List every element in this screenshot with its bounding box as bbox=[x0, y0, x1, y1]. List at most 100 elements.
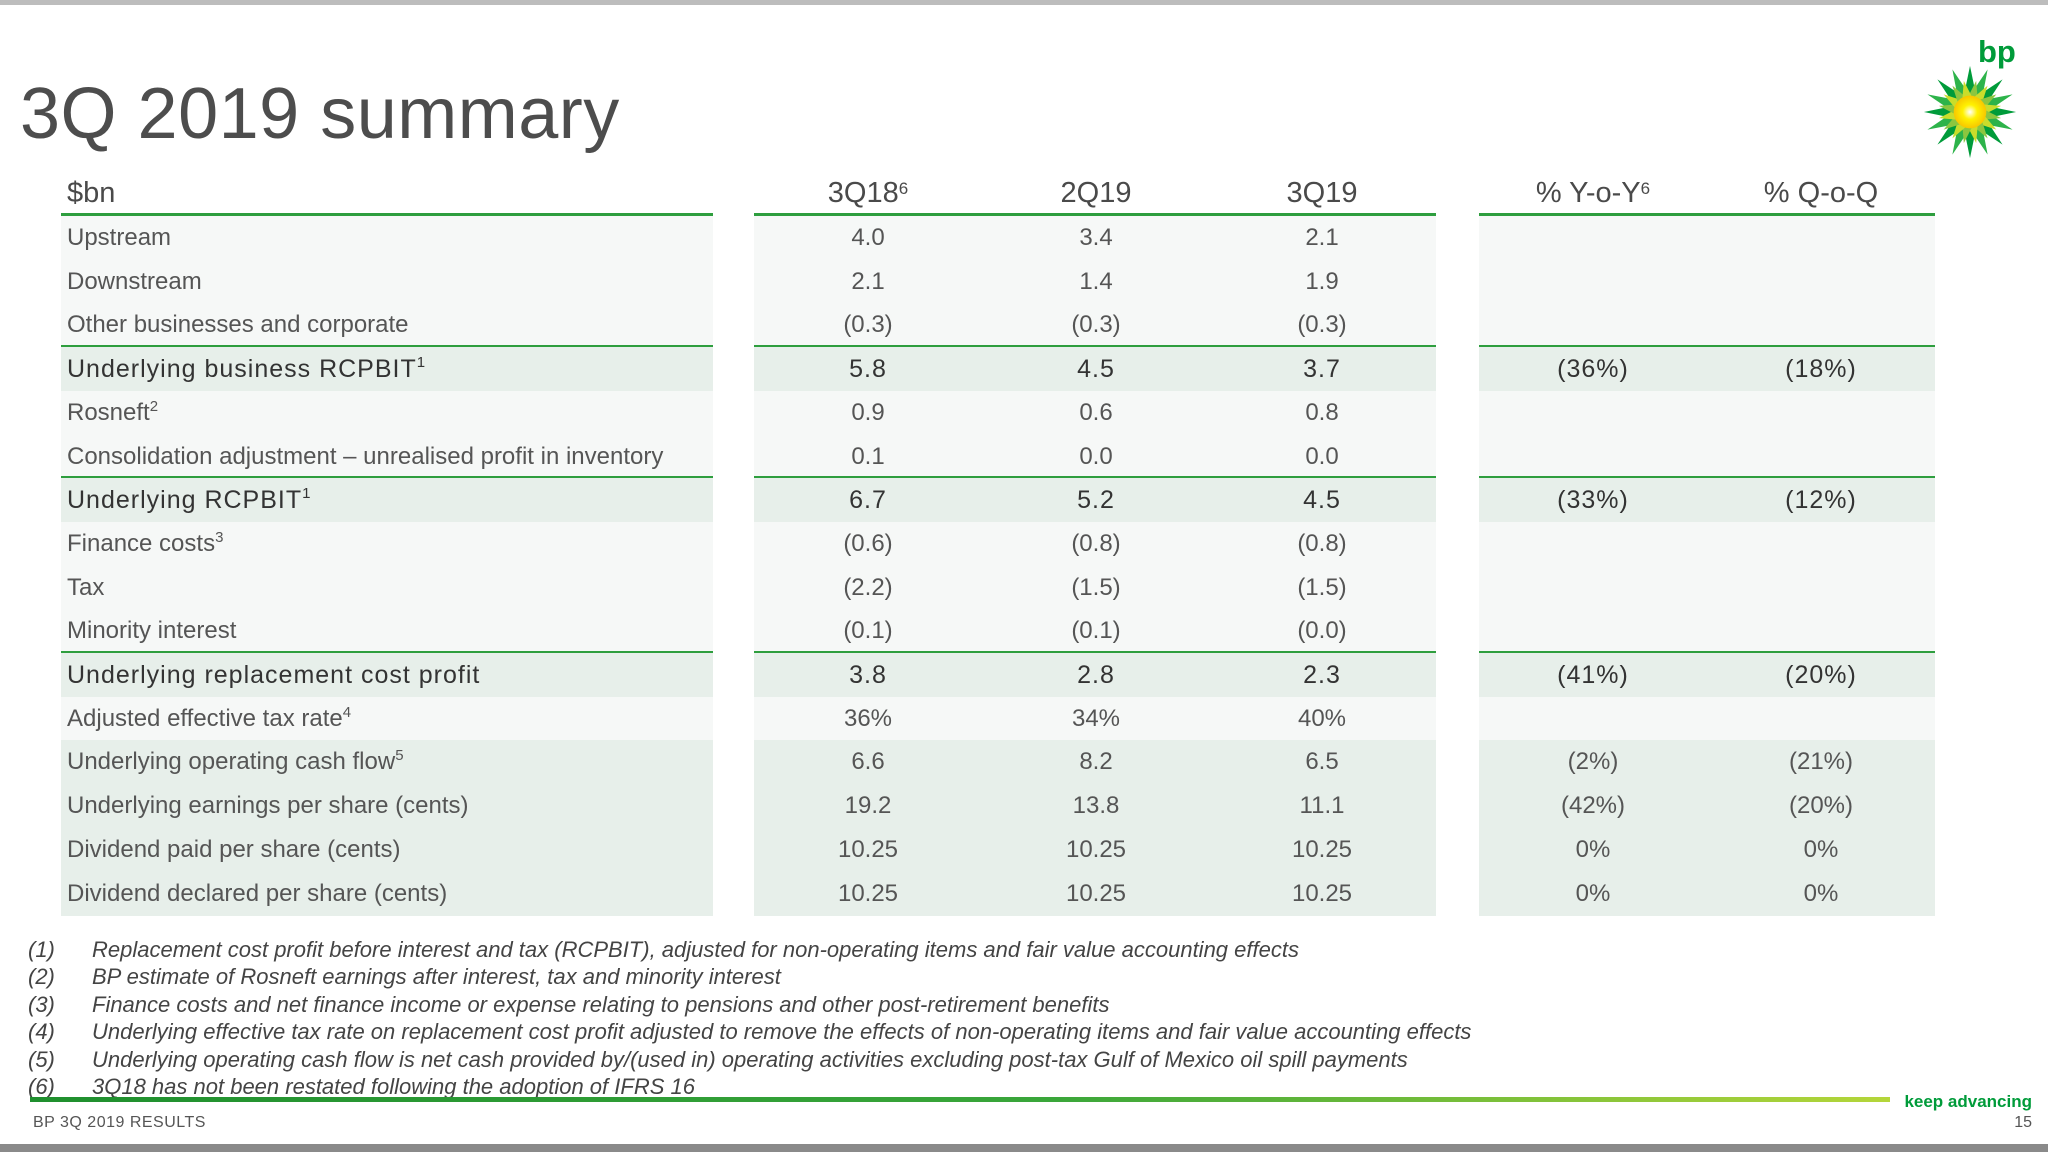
value-v2: (0.8) bbox=[1071, 529, 1121, 557]
value-v1: 10.25 bbox=[837, 835, 899, 863]
value-v1: 19.2 bbox=[844, 792, 892, 820]
value-qoq bbox=[1707, 391, 1935, 435]
value-v2: 0.0 bbox=[1079, 442, 1113, 470]
row-label: Adjusted effective tax rate4 bbox=[67, 703, 352, 732]
value-v2: 0.6 bbox=[1079, 398, 1113, 426]
value-v1: (0.1) bbox=[843, 617, 893, 645]
table-row: Dividend paid per share (cents) 10.25 10.2… bbox=[0, 827, 2048, 872]
value-v2: 1.4 bbox=[1079, 267, 1113, 295]
value-v1: (0.6) bbox=[843, 529, 893, 557]
row-label: Tax bbox=[67, 573, 105, 601]
value-yoy bbox=[1479, 303, 1707, 347]
value-v1: 2.1 bbox=[851, 267, 885, 295]
value-v3: 4.5 bbox=[1303, 486, 1341, 515]
row-highlight bbox=[1479, 740, 1935, 785]
value-v2: (0.1) bbox=[1071, 617, 1121, 645]
value-yoy: (42%) bbox=[1560, 792, 1626, 820]
value-qoq bbox=[1707, 566, 1935, 610]
footnote-ref: 4 bbox=[342, 703, 352, 721]
value-v3: 2.1 bbox=[1305, 224, 1339, 251]
row-highlight bbox=[754, 478, 1436, 523]
value-qoq: (21%) bbox=[1788, 748, 1854, 776]
value-v1: 10.25 bbox=[837, 879, 899, 907]
value-v3: 40% bbox=[1297, 704, 1347, 732]
table-row: Rosneft2 0.9 0.6 0.8 bbox=[0, 391, 2048, 435]
row-label: Dividend declared per share (cents) bbox=[67, 879, 448, 907]
value-v1: 6.6 bbox=[851, 748, 885, 776]
footnote-ref: 3 bbox=[215, 528, 224, 546]
value-qoq bbox=[1707, 435, 1935, 479]
table-row: Underlying business RCPBIT1 5.8 4.5 3.7 (36%… bbox=[0, 345, 2048, 392]
table-row: Underlying replacement cost profit 3.8 2.8… bbox=[0, 651, 2048, 697]
row-highlight bbox=[1479, 478, 1935, 523]
bottom-border bbox=[0, 1144, 2048, 1152]
table-row: Underlying RCPBIT1 6.7 5.2 4.5 (33%) (12%) bbox=[0, 476, 2048, 523]
footnote-number: (5) bbox=[28, 1046, 55, 1072]
value-v2: 5.2 bbox=[1077, 486, 1115, 515]
footnote-number: (2) bbox=[28, 964, 55, 990]
row-highlight bbox=[1479, 653, 1935, 697]
subtotal-rule bbox=[1479, 345, 1935, 348]
value-qoq bbox=[1707, 260, 1935, 304]
value-v2: 34% bbox=[1071, 704, 1121, 732]
value-v2: 13.8 bbox=[1072, 792, 1120, 820]
value-yoy bbox=[1479, 391, 1707, 435]
value-qoq bbox=[1707, 609, 1935, 653]
value-qoq: (12%) bbox=[1785, 486, 1857, 515]
value-v3: 0.8 bbox=[1305, 398, 1339, 426]
footnote-ref: 1 bbox=[416, 354, 427, 372]
row-label: Other businesses and corporate bbox=[67, 311, 409, 339]
row-highlight bbox=[61, 740, 713, 785]
row-highlight bbox=[754, 653, 1436, 697]
value-v2: 3.4 bbox=[1079, 224, 1113, 251]
header-underline bbox=[1479, 213, 1935, 216]
value-v3: 10.25 bbox=[1291, 879, 1353, 907]
value-yoy: (2%) bbox=[1567, 748, 1619, 776]
table-row: Dividend declared per share (cents) 10.25… bbox=[0, 871, 2048, 916]
row-highlight bbox=[754, 871, 1436, 916]
value-v3: (0.8) bbox=[1297, 529, 1347, 557]
value-yoy bbox=[1479, 697, 1707, 741]
value-yoy: (36%) bbox=[1557, 355, 1629, 384]
row-label: Dividend paid per share (cents) bbox=[67, 835, 401, 863]
value-v1: 5.8 bbox=[849, 355, 887, 384]
row-highlight bbox=[1479, 827, 1935, 872]
subtotal-rule bbox=[61, 476, 713, 479]
value-v3: (0.0) bbox=[1297, 617, 1347, 645]
table-row: Consolidation adjustment – unrealised pr… bbox=[0, 435, 2048, 479]
table-row: Adjusted effective tax rate4 36% 34% 40% bbox=[0, 697, 2048, 741]
footnote-text: Finance costs and net finance income or … bbox=[92, 991, 1110, 1017]
value-v1: 0.1 bbox=[851, 442, 885, 470]
row-label: Finance costs3 bbox=[67, 528, 224, 557]
row-highlight bbox=[61, 347, 713, 392]
header-yoy: % Y-o-Y6 bbox=[1535, 177, 1651, 209]
footer-label: BP 3Q 2019 RESULTS bbox=[33, 1114, 206, 1131]
value-v3: 6.5 bbox=[1305, 748, 1339, 776]
footnote-text: 3Q18 has not been restated following the… bbox=[92, 1074, 695, 1099]
value-v3: 3.7 bbox=[1303, 355, 1341, 384]
value-v2: (0.3) bbox=[1071, 311, 1121, 339]
row-highlight bbox=[754, 827, 1436, 872]
subtotal-rule bbox=[1479, 476, 1935, 479]
value-v3: 10.25 bbox=[1291, 835, 1353, 863]
value-v1: 3.8 bbox=[849, 661, 887, 689]
row-label: Upstream bbox=[67, 224, 172, 251]
row-highlight bbox=[61, 478, 713, 523]
table-row: Finance costs3 (0.6) (0.8) (0.8) bbox=[0, 522, 2048, 566]
table-row: Downstream 2.1 1.4 1.9 bbox=[0, 260, 2048, 304]
row-label: Underlying earnings per share (cents) bbox=[67, 792, 469, 820]
row-highlight bbox=[754, 347, 1436, 392]
value-v3: 0.0 bbox=[1305, 442, 1339, 470]
table-row: Underlying earnings per share (cents) 19.… bbox=[0, 784, 2048, 829]
value-v1: 6.7 bbox=[849, 486, 887, 515]
footnote-number: (6) bbox=[28, 1074, 55, 1099]
value-yoy: (33%) bbox=[1557, 486, 1629, 515]
value-qoq: 0% bbox=[1803, 879, 1839, 907]
table-row: Tax (2.2) (1.5) (1.5) bbox=[0, 566, 2048, 610]
row-highlight bbox=[61, 871, 713, 916]
row-highlight bbox=[61, 827, 713, 872]
value-v1: 4.0 bbox=[851, 224, 885, 251]
page-title: 3Q 2019 summary bbox=[20, 74, 620, 154]
value-qoq bbox=[1707, 697, 1935, 741]
value-v3: 2.3 bbox=[1303, 661, 1341, 689]
